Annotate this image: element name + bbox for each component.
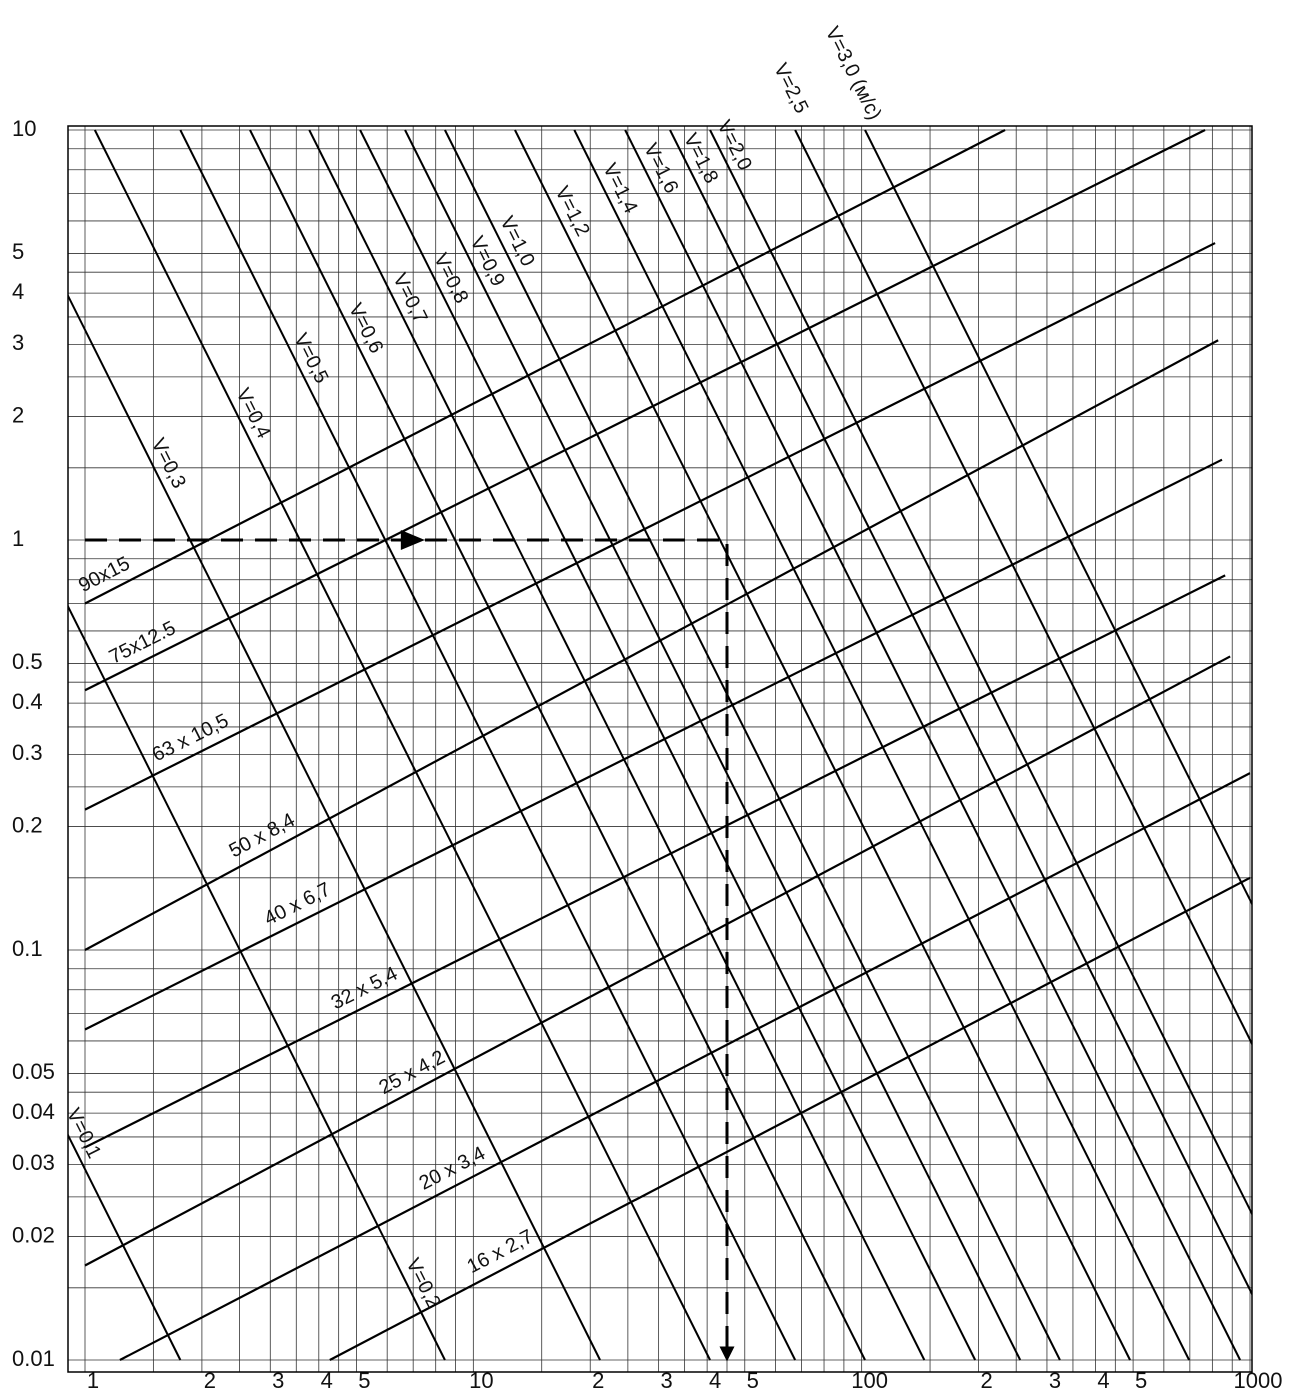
diameter-line <box>84 574 1226 1149</box>
y-tick-label: 0.01 <box>12 1346 55 1371</box>
y-tick-label: 0.5 <box>12 649 43 674</box>
y-tick-label: 3 <box>12 330 24 355</box>
diameter-line <box>84 129 1006 605</box>
velocity-line <box>249 129 866 1361</box>
y-tick-label: 0.2 <box>12 812 43 837</box>
x-tick-label: 5 <box>358 1368 370 1393</box>
velocity-line <box>404 129 1022 1361</box>
y-tick-label: 0.03 <box>12 1150 55 1175</box>
x-tick-label: 2 <box>980 1368 992 1393</box>
y-tick-label: 0.04 <box>12 1099 55 1124</box>
diameter-line <box>119 772 1251 1361</box>
x-tick-label: 1 <box>87 1368 99 1393</box>
diameter-line <box>84 129 1206 692</box>
y-tick-label: 5 <box>12 239 24 264</box>
velocity-line <box>709 129 1252 1217</box>
example-arrowhead <box>400 530 425 550</box>
velocity-line <box>68 293 601 1361</box>
lines <box>68 129 1252 1361</box>
x-tick-label: 3 <box>660 1368 672 1393</box>
velocity-line <box>359 129 977 1361</box>
diameter-line <box>84 242 1216 811</box>
y-tick-label: 0.02 <box>12 1222 55 1247</box>
y-tick-label: 0.05 <box>12 1059 55 1084</box>
x-tick-label: 3 <box>1049 1368 1061 1393</box>
grid <box>68 126 1252 1372</box>
example-path <box>85 538 735 1362</box>
diameter-line <box>84 458 1223 1031</box>
diameter-line <box>84 655 1231 1267</box>
y-tick-label: 10 <box>12 116 36 141</box>
y-tick-label: 0.1 <box>12 936 43 961</box>
diameter-line <box>329 876 1251 1361</box>
velocity-line <box>68 1132 182 1361</box>
y-tick-label: 1 <box>12 526 24 551</box>
x-tick-label: 4 <box>1097 1368 1109 1393</box>
velocity-line <box>624 129 1241 1361</box>
plot-frame <box>67 125 1253 1373</box>
x-tick-label: 5 <box>1135 1368 1147 1393</box>
x-tick-label: 2 <box>204 1368 216 1393</box>
y-tick-label: 4 <box>12 279 24 304</box>
x-tick-label: 4 <box>321 1368 333 1393</box>
velocity-line <box>179 129 797 1361</box>
velocity-line <box>444 129 1061 1361</box>
x-tick-label: 5 <box>747 1368 759 1393</box>
y-tick-label: 0.3 <box>12 740 43 765</box>
velocity-line <box>68 604 446 1361</box>
velocity-line <box>669 129 1252 1297</box>
x-tick-label: 4 <box>709 1368 721 1393</box>
x-tick-label: 2 <box>592 1368 604 1393</box>
velocity-line <box>794 129 1252 1047</box>
velocity-line <box>573 129 1191 1361</box>
velocity-line <box>864 129 1252 907</box>
y-tick-label: 2 <box>12 402 24 427</box>
velocity-line <box>514 129 1131 1361</box>
x-tick-label: 3 <box>272 1368 284 1393</box>
velocity-line <box>308 129 926 1361</box>
velocity-line <box>93 129 711 1361</box>
diameter-line <box>84 339 1219 951</box>
y-tick-label: 0.4 <box>12 689 43 714</box>
